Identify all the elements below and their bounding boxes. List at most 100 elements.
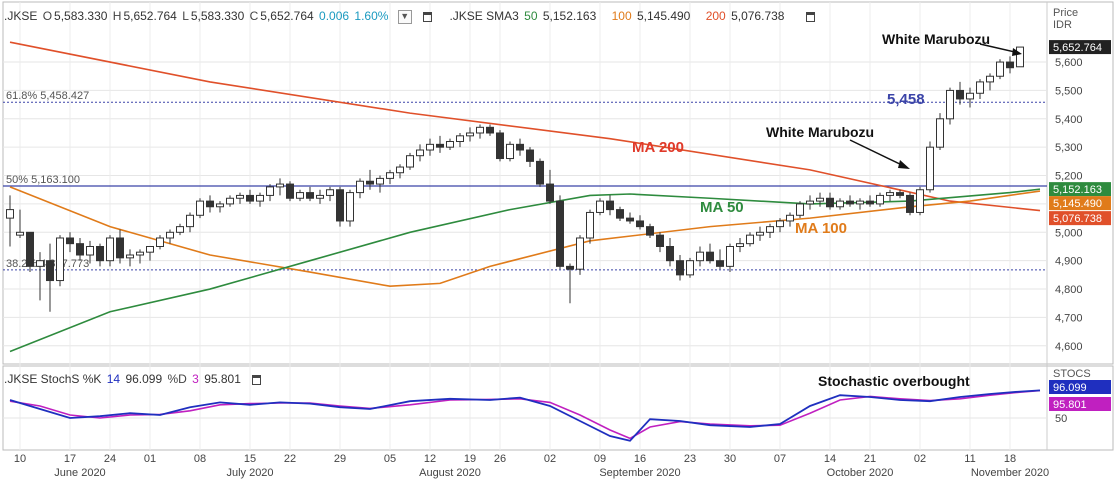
candle-body xyxy=(876,194,884,205)
x-tick-label: 05 xyxy=(384,453,396,465)
candle-body xyxy=(446,141,454,148)
ma200-line xyxy=(9,41,1041,212)
candle-body xyxy=(716,260,724,267)
candle-body xyxy=(646,226,654,236)
candle-body xyxy=(976,81,984,94)
month-label: November 2020 xyxy=(971,467,1049,479)
stoch-trash-icon[interactable] xyxy=(252,374,262,385)
candle-body xyxy=(406,155,414,168)
candle-body xyxy=(1006,61,1014,69)
candle-body xyxy=(316,194,324,199)
candle-body xyxy=(796,203,804,216)
price-tick-label: 4,600 xyxy=(1055,341,1083,353)
candle-body xyxy=(886,192,894,196)
x-tick-label: 23 xyxy=(684,453,696,465)
candle-body xyxy=(126,254,134,259)
candle-body xyxy=(396,166,404,174)
annotation-ma100: MA 100 xyxy=(795,220,847,237)
candle-body xyxy=(356,180,364,194)
candle-body xyxy=(1016,46,1024,68)
price-tick-label: 5,000 xyxy=(1055,227,1083,239)
high-value: 5,652.764 xyxy=(123,9,177,23)
stoch-k-tag-bg xyxy=(1049,380,1111,394)
close-value: 5,652.764 xyxy=(260,9,314,23)
x-tick-label: 30 xyxy=(724,453,736,465)
month-label: September 2020 xyxy=(599,467,680,479)
candle-body xyxy=(466,132,474,137)
candle-body xyxy=(346,192,354,222)
price-header: .JKSE O 5,583.330 H 5,652.764 L 5,583.330 C… xyxy=(4,9,817,24)
candle-body xyxy=(536,160,544,185)
stoch-header: .JKSE StochS %K 14 96.099 %D 3 95.801 xyxy=(4,372,263,386)
current-price-tag: 5,652.764 xyxy=(1053,42,1102,54)
low-label: L xyxy=(182,9,189,23)
candle-body xyxy=(376,177,384,185)
x-tick-label: 12 xyxy=(424,453,436,465)
candle-body xyxy=(516,143,524,151)
candle-body xyxy=(676,260,684,276)
sma-label: .JKSE SMA3 xyxy=(449,9,519,23)
candle-body xyxy=(776,220,784,228)
candle-body xyxy=(986,75,994,83)
chevron-down-icon[interactable]: ▼ xyxy=(397,9,412,24)
candle-body xyxy=(936,118,944,148)
price-tick-label: 5,300 xyxy=(1055,142,1083,154)
sma-value-200: 5,076.738 xyxy=(731,9,785,23)
candle-body xyxy=(836,200,844,208)
x-tick-label: 02 xyxy=(544,453,556,465)
candle-body xyxy=(456,135,464,143)
candle-body xyxy=(696,251,704,262)
month-label: July 2020 xyxy=(226,467,273,479)
candle-body xyxy=(76,243,84,256)
candle-body xyxy=(906,194,914,213)
x-tick-label: 15 xyxy=(244,453,256,465)
x-tick-label: 17 xyxy=(64,453,76,465)
stoch-d-tag-bg xyxy=(1049,397,1111,411)
candle-body xyxy=(196,200,204,216)
candle-body xyxy=(506,143,514,160)
x-tick-label: 22 xyxy=(284,453,296,465)
annotation-marubozu-top: White Marubozu xyxy=(882,31,990,47)
price-panel-border xyxy=(2,1,1114,365)
candle-body xyxy=(476,126,484,134)
price-tick-label: 4,700 xyxy=(1055,312,1083,324)
candle-body xyxy=(296,192,304,199)
candle-body xyxy=(946,89,954,120)
x-tick-label: 19 xyxy=(464,453,476,465)
current-price-tag-bg xyxy=(1049,40,1111,55)
fib-level-label: 61.8% 5,458.427 xyxy=(6,90,89,102)
candle-body xyxy=(186,214,194,228)
x-tick-label: 02 xyxy=(914,453,926,465)
month-label: October 2020 xyxy=(827,467,894,479)
candle-body xyxy=(866,200,874,205)
candle-body xyxy=(996,61,1004,77)
candle-body xyxy=(706,251,714,262)
candle-body xyxy=(826,197,834,208)
candle-body xyxy=(66,237,74,245)
stoch-axis-title: STOCS xyxy=(1053,368,1091,380)
candle-body xyxy=(526,149,534,162)
candle-body xyxy=(26,231,34,267)
stoch-k-line xyxy=(9,389,1041,442)
annotation-ma50: MA 50 xyxy=(700,199,744,216)
x-tick-label: 10 xyxy=(14,453,26,465)
ma50-value-tag: 5,152.163 xyxy=(1053,184,1102,196)
x-tick-label: 21 xyxy=(864,453,876,465)
candle-body xyxy=(576,237,584,270)
stoch-d-tag: 95.801 xyxy=(1053,399,1087,411)
month-label: June 2020 xyxy=(54,467,105,479)
arrowhead-marubozu-top xyxy=(1012,48,1022,56)
candle-body xyxy=(146,245,154,253)
candle-body xyxy=(256,194,264,202)
stoch-d-period: 3 xyxy=(192,372,199,386)
sma-period-200: 200 xyxy=(705,9,726,23)
trash-icon[interactable] xyxy=(423,11,433,22)
sma-period-50: 50 xyxy=(524,9,538,23)
sma-value-50: 5,152.163 xyxy=(542,9,597,23)
ma100-value-tag-bg xyxy=(1049,196,1111,211)
candle-body xyxy=(846,200,854,205)
x-tick-label: 18 xyxy=(1004,453,1016,465)
sma-trash-icon[interactable] xyxy=(805,11,815,22)
x-tick-label: 07 xyxy=(774,453,786,465)
